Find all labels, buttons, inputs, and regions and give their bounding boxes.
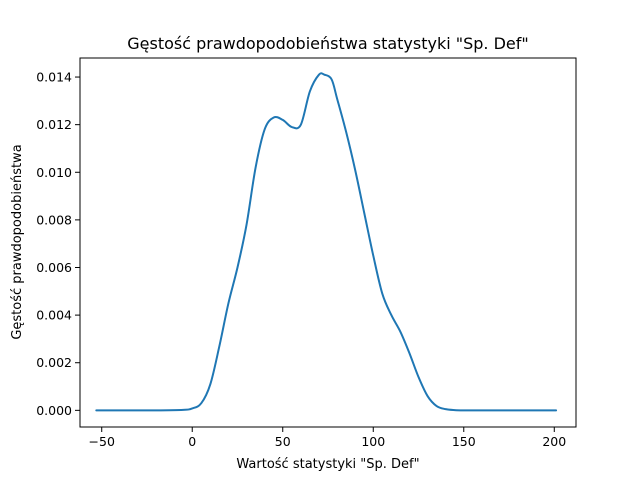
x-tick-label: 50 bbox=[275, 434, 291, 449]
y-tick-label: 0.002 bbox=[36, 355, 72, 370]
y-axis: 0.000 0.002 0.004 0.006 0.008 0.010 0.012 0.014 bbox=[36, 70, 80, 418]
x-tick-label: 150 bbox=[452, 434, 476, 449]
y-tick-label: 0.006 bbox=[36, 260, 72, 275]
y-tick-label: 0.000 bbox=[36, 403, 72, 418]
y-tick-label: 0.014 bbox=[36, 70, 72, 85]
chart-title: Gęstość prawdopodobieństwa statystyki "S… bbox=[127, 34, 529, 53]
plot-frame bbox=[79, 57, 577, 428]
x-axis-label: Wartość statystyki "Sp. Def" bbox=[236, 457, 419, 472]
x-tick-label: −50 bbox=[89, 434, 115, 449]
density-line bbox=[95, 72, 558, 412]
y-tick-label: 0.012 bbox=[36, 117, 72, 132]
x-axis: −50 0 50 100 150 200 bbox=[89, 427, 566, 449]
x-tick-label: 100 bbox=[361, 434, 385, 449]
y-tick-label: 0.008 bbox=[36, 212, 72, 227]
y-tick-label: 0.004 bbox=[36, 308, 72, 323]
y-axis-label: Gęstość prawdopodobieństwa bbox=[10, 144, 25, 339]
y-tick-label: 0.010 bbox=[36, 165, 72, 180]
plot-area bbox=[95, 72, 558, 412]
x-tick-label: 200 bbox=[542, 434, 566, 449]
x-tick-label: 0 bbox=[188, 434, 196, 449]
